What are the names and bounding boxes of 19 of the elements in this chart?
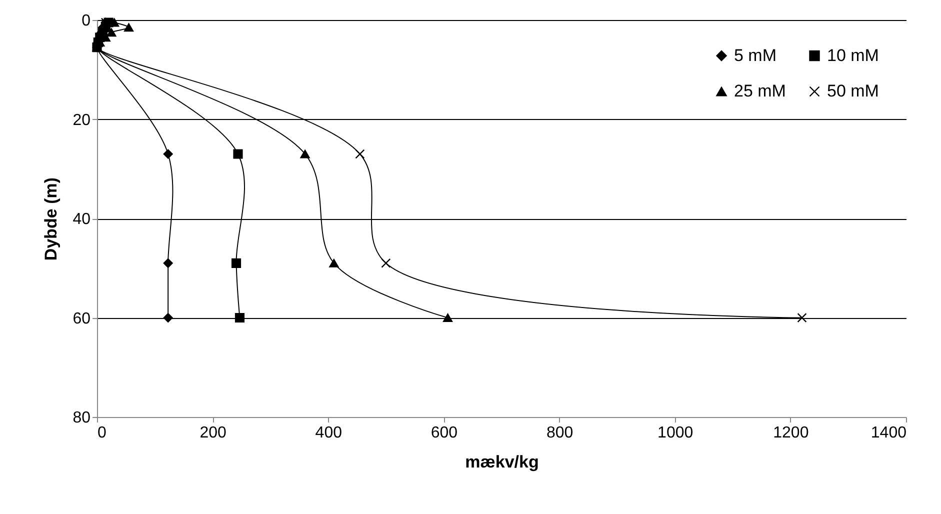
y-tick-label: 20 [72, 112, 91, 129]
x-tick-label: 1000 [658, 424, 694, 442]
y-axis-title: Dybde (m) [42, 177, 61, 261]
y-tick-label: 40 [72, 211, 91, 228]
legend-label: 25 mM [734, 82, 786, 100]
x-tick-label: 0 [98, 424, 106, 442]
legend-label: 50 mM [827, 82, 879, 100]
y-tick-label: 0 [82, 12, 91, 30]
x-tick-label: 600 [430, 424, 458, 442]
x-tick-label: 200 [200, 424, 227, 442]
legend-label: 5 mM [734, 46, 776, 65]
x-tick-label: 1200 [773, 424, 809, 442]
x-tick-label: 1400 [870, 424, 907, 442]
x-tick-label: 400 [315, 424, 342, 442]
x-axis-title: mækv/kg [465, 452, 539, 472]
x-tick-label: 800 [546, 424, 574, 442]
legend-label: 10 mM [827, 46, 879, 65]
y-tick-label: 60 [72, 310, 91, 328]
y-tick-label: 80 [72, 410, 91, 426]
